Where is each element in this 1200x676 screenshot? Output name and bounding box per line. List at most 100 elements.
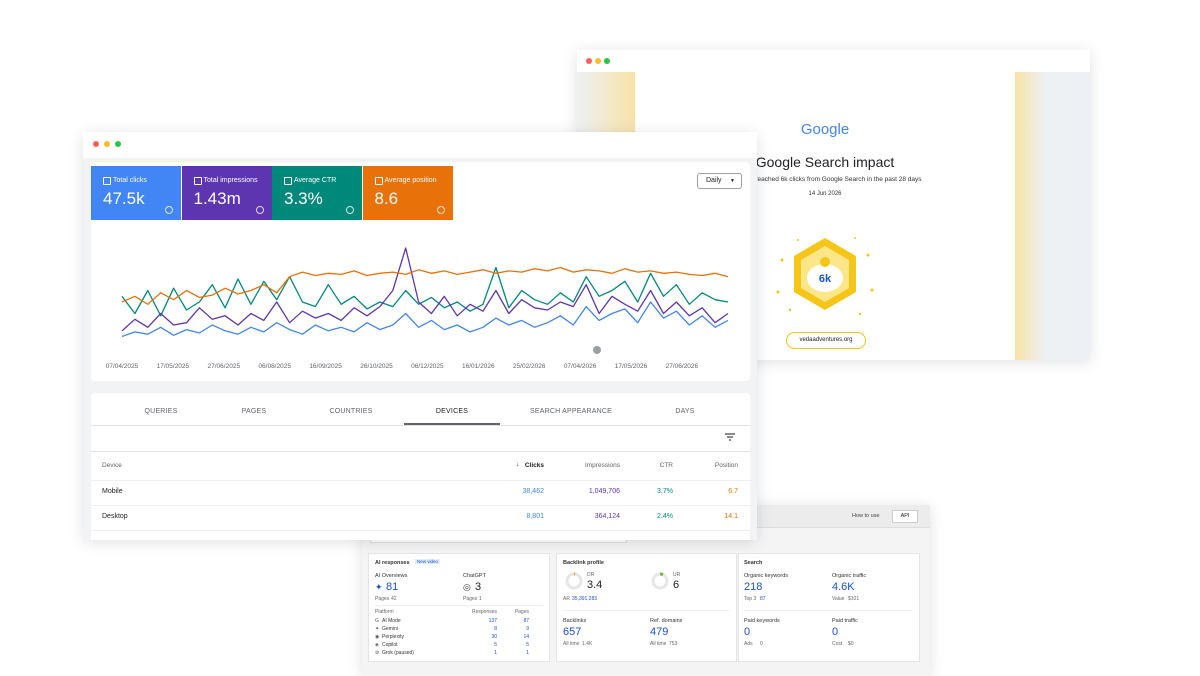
table-cell: 38,462 [522,488,544,495]
sub-label: All time [563,641,580,647]
table-cell: 6.7 [728,488,738,495]
icon: ✦ [375,582,383,592]
divider [563,610,729,611]
metric-card[interactable]: Total impressions 1.43m [181,166,272,220]
x-tick-label: 25/02/2026 [512,363,546,370]
row-divider [91,530,750,531]
minimize-dot [104,141,110,147]
metric-value: 1.43m [193,189,241,208]
help-icon [436,206,445,214]
x-tick-label: 27/06/2025 [207,363,241,370]
table-cell: 1 [494,650,497,656]
value: 0 [744,626,751,638]
column-header: Platform [375,609,394,615]
help-icon [165,206,173,214]
tab[interactable]: DEVICES [435,408,469,415]
metric-label: Total clicks [103,177,147,185]
right-strip [1015,72,1090,360]
cloud [807,264,843,292]
table-cell: 14.1 [724,513,738,520]
table-card: QUERIES PAGES COUNTRIES DEVICES SEARCH APPEA… [91,393,750,540]
tab[interactable]: DAYS [675,408,695,415]
divider [91,425,750,426]
trend-line [121,266,729,305]
tab[interactable]: PAGES [241,408,267,415]
sub-label: All time [650,641,667,647]
divider [744,610,912,611]
ur-ring [651,572,669,590]
tab[interactable]: COUNTRIES [329,408,373,415]
annotation-marker[interactable] [593,346,601,354]
dr-ring [565,572,583,590]
column-header: Impressions [584,462,620,469]
table-cell: 2.4% [657,513,673,520]
sub-label: Pages [375,596,390,602]
metric-card[interactable]: Total clicks 47.5k [91,166,181,220]
platform-icon: ✦ [375,626,380,632]
sub-value: 1.4K [582,641,593,647]
sub-value: 87 [760,596,766,602]
table-cell: 8 [494,626,497,632]
table-cell: Grok (paused) [382,650,414,656]
value[interactable]: 657 [563,626,582,638]
sub-label: Value [832,596,845,602]
table-cell: 137 [488,618,497,624]
trend-chart [121,247,729,338]
site-pill: vedaadventures.org [786,332,866,349]
tab[interactable]: SEARCH APPEARANCE [530,408,612,415]
label: AI Overviews [375,573,408,579]
value: 3 [475,581,482,593]
table-cell: Mobile [102,488,123,495]
badge[interactable]: New video [415,559,441,564]
column-header: Position [714,462,738,469]
x-tick-label: 16/01/2026 [462,363,495,370]
x-tick-label: 07/04/2025 [105,363,139,370]
table-cell: 1,049,706 [588,488,620,495]
close-dot [93,141,99,147]
filter-icon[interactable] [725,433,735,441]
tab[interactable]: QUERIES [144,408,178,415]
impact-date: 14 Jun 2026 [808,191,842,197]
period-select[interactable]: Daily ▼ [697,173,742,189]
help-icon [346,206,354,214]
value: 4.6K [832,581,855,593]
table-cell: 3.7% [657,488,673,495]
x-tick-label: 07/04/2026 [563,363,597,370]
metric-card[interactable]: Average position 8.6 [362,166,453,220]
column-header: Device [102,462,122,469]
performance-window: Total clicks 47.5k Total impressions 1.43m A… [83,132,757,540]
label: Backlinks [563,618,587,624]
maximize-dot [115,141,121,147]
sub-value: 42 [391,596,397,602]
value[interactable]: 479 [650,626,669,638]
badge-value: 6k [819,273,832,285]
label: Paid traffic [832,618,858,624]
column-header: CTR [659,462,673,469]
api-button[interactable]: API [892,510,918,523]
platform-icon: ◉ [375,634,380,640]
close-dot [586,58,592,64]
trend-line [121,247,729,332]
divider [91,451,750,452]
panel-title: AI responses [375,560,410,566]
sparkles [776,237,874,316]
sub-label: Cost [832,641,843,647]
divider [375,605,543,606]
caret: ▼ [730,178,735,184]
value: 81 [386,581,399,593]
x-tick-label: 26/10/2025 [360,363,393,370]
table-cell: 9 [526,626,529,632]
how-to-use[interactable]: How to use [852,513,880,519]
value: 218 [744,581,763,593]
column-header: Responses [471,609,497,615]
row-divider [91,480,750,481]
help-icon [255,206,264,214]
sub-value[interactable]: 35,391,283 [572,596,598,602]
table-cell: 30 [491,634,497,640]
value: 0 [832,626,839,638]
metric-card[interactable]: Average CTR 3.3% [272,166,362,220]
icon: ◎ [463,582,471,592]
period-value[interactable]: Daily [706,177,722,184]
sub-value: $101 [848,596,860,602]
